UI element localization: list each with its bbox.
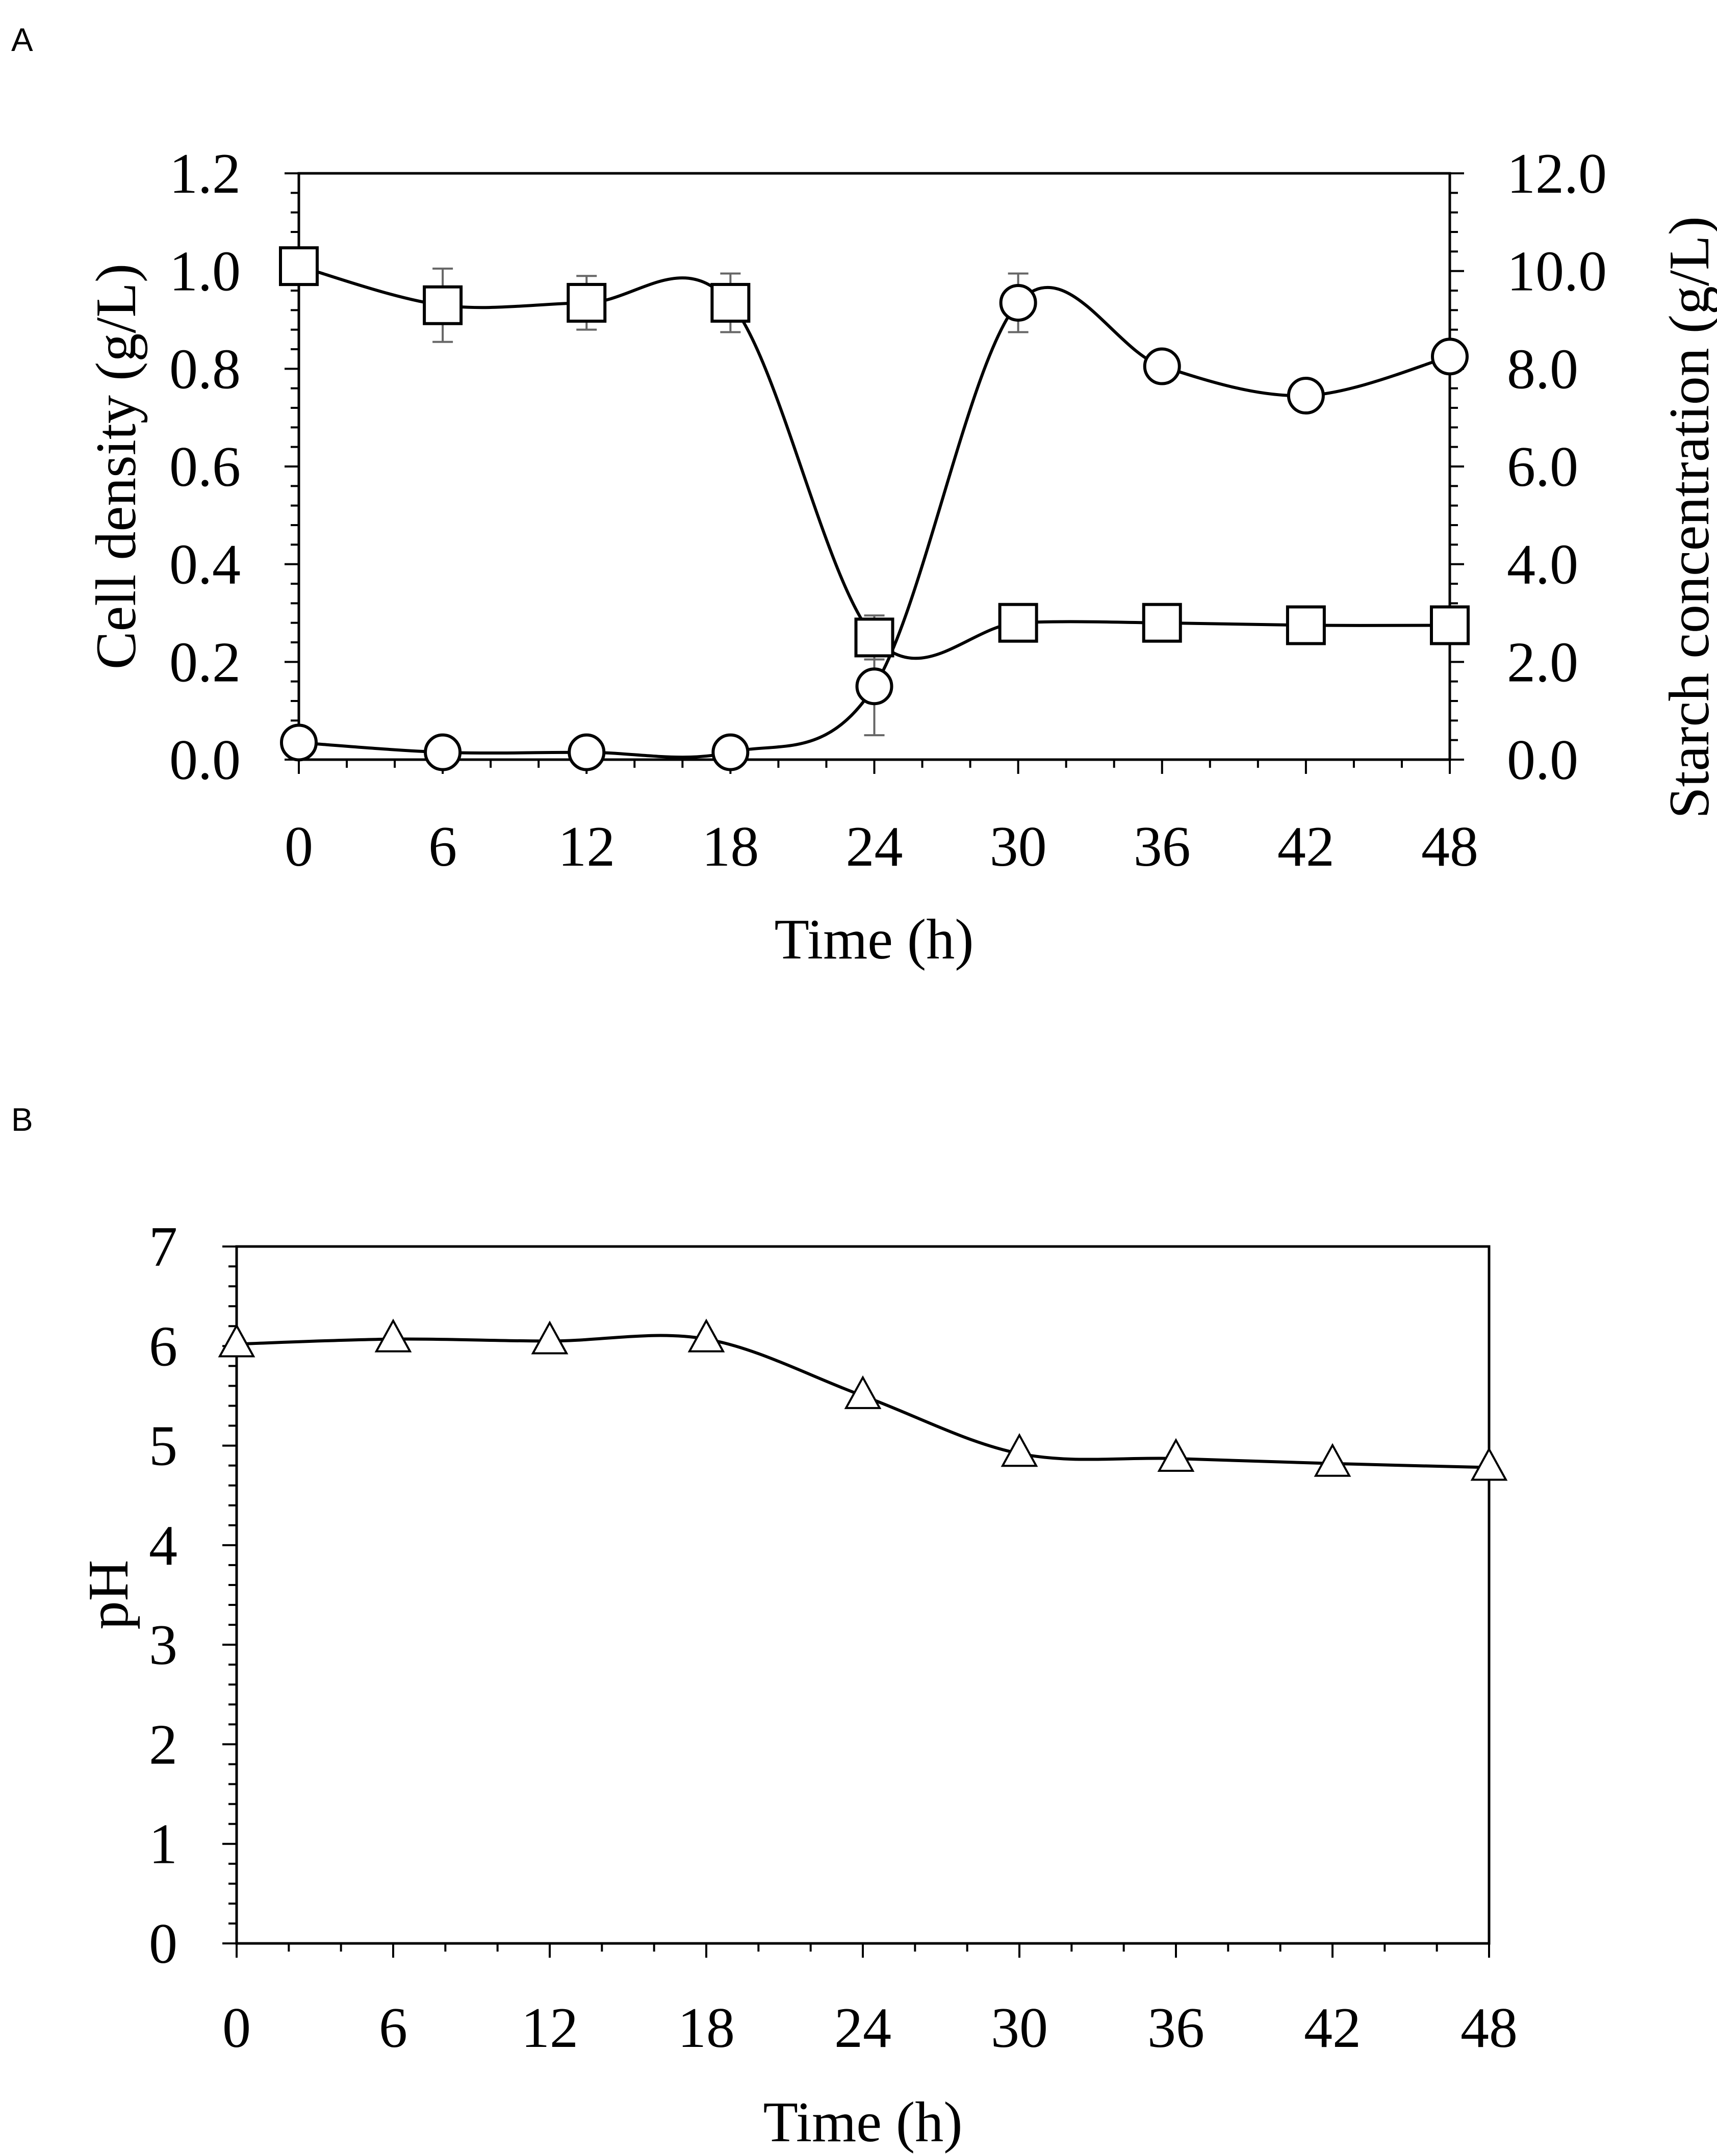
- y-tick-label: 2: [149, 1713, 177, 1776]
- panel-a-x-axis-title: Time (h): [774, 908, 973, 971]
- y2-tick-label: 12.0: [1507, 142, 1607, 205]
- data-point-square: [1286, 605, 1326, 645]
- y-tick-label: 1: [149, 1813, 177, 1876]
- y-tick-label: 0.4: [169, 533, 241, 596]
- x-tick-label: 18: [702, 815, 759, 878]
- x-tick-label: 42: [1304, 1996, 1361, 2060]
- y-tick-label: 4: [149, 1514, 177, 1577]
- y-tick-label: 1.0: [169, 240, 241, 303]
- data-point-square: [423, 285, 463, 325]
- x-tick-label: 30: [991, 1996, 1048, 2060]
- data-point-circle: [1143, 347, 1181, 385]
- panel-b-x-tick-labels: 0 6 12 18 24 30 36 42 48: [222, 1996, 1518, 2060]
- panel-b-x-axis-title: Time (h): [763, 2091, 962, 2154]
- y2-tick-label: 10.0: [1507, 240, 1607, 303]
- data-point-square: [279, 246, 319, 287]
- panel-a-y-axis-title: Cell density (g/L): [85, 264, 148, 669]
- data-point-triangle: [1314, 1443, 1351, 1477]
- panel-a-plot-frame: [297, 172, 1451, 761]
- x-tick-label: 24: [834, 1996, 891, 2060]
- x-tick-label: 48: [1421, 815, 1478, 878]
- y2-tick-label: 8.0: [1507, 337, 1578, 401]
- y-tick-label: 0.2: [169, 631, 241, 694]
- y-tick-label: 3: [149, 1614, 177, 1677]
- panel-a-label: A: [11, 21, 33, 58]
- x-tick-label: 42: [1277, 815, 1335, 878]
- data-point-triangle: [218, 1323, 255, 1358]
- data-point-triangle: [1470, 1447, 1508, 1481]
- data-point-circle: [1431, 337, 1469, 376]
- data-point-triangle: [844, 1375, 882, 1409]
- y2-tick-label: 4.0: [1507, 533, 1578, 596]
- panel-b-series: [218, 1318, 1508, 1481]
- data-point-circle: [855, 667, 893, 706]
- data-point-circle: [424, 733, 462, 771]
- x-tick-label: 36: [1134, 815, 1191, 878]
- data-point-circle: [1287, 377, 1325, 415]
- y-tick-label: 0: [149, 1912, 177, 1976]
- y2-tick-label: 2.0: [1507, 631, 1578, 694]
- x-tick-label: 12: [521, 1996, 578, 2060]
- data-point-square: [567, 282, 607, 323]
- y-tick-label: 0.0: [169, 729, 241, 792]
- panel-a-series: [279, 246, 1470, 771]
- x-tick-label: 0: [285, 815, 313, 878]
- data-point-square: [998, 603, 1038, 643]
- x-tick-label: 12: [558, 815, 615, 878]
- data-point-circle: [711, 733, 750, 771]
- data-point-circle: [280, 723, 318, 762]
- panel-b-ticks: [222, 1245, 1490, 1958]
- series-line-cell-density: [298, 286, 1450, 759]
- y-tick-label: 7: [149, 1215, 177, 1279]
- data-point-triangle: [531, 1320, 569, 1355]
- panel-a-x-tick-labels: 0 6 12 18 24 30 36 42 48: [285, 815, 1478, 878]
- panel-a-y2-axis-title: Starch concentration (g/L): [1658, 216, 1717, 819]
- panel-b-y-axis-title: pH: [77, 1560, 140, 1630]
- data-point-circle: [568, 733, 606, 771]
- panel-a: A 0.0 0.2 0.4 0.6 0.8 1.0 1.2 0.0 2.0 4.0 6.0 8.0 1…: [11, 21, 1717, 971]
- y-tick-label: 5: [149, 1415, 177, 1478]
- panel-a-y-tick-labels: 0.0 0.2 0.4 0.6 0.8 1.0 1.2: [169, 142, 241, 792]
- y-tick-label: 1.2: [169, 142, 241, 205]
- y-tick-label: 0.6: [169, 435, 241, 499]
- panel-b-label: B: [11, 1101, 33, 1138]
- data-point-square: [854, 617, 894, 658]
- data-point-triangle: [1001, 1433, 1038, 1467]
- data-point-square: [1430, 605, 1470, 645]
- x-tick-label: 36: [1147, 1996, 1205, 2060]
- y-tick-label: 6: [149, 1315, 177, 1378]
- data-point-circle: [999, 283, 1037, 322]
- data-point-triangle: [1157, 1438, 1195, 1472]
- panel-b-plot-frame: [235, 1245, 1491, 1945]
- x-tick-label: 30: [990, 815, 1047, 878]
- data-point-square: [710, 282, 751, 323]
- x-tick-label: 6: [379, 1996, 407, 2060]
- panel-b-y-tick-labels: 0 1 2 3 4 5 6 7: [149, 1215, 177, 1976]
- y2-tick-label: 6.0: [1507, 435, 1578, 499]
- x-tick-label: 24: [846, 815, 903, 878]
- panel-a-y2-tick-labels: 0.0 2.0 4.0 6.0 8.0 10.0 12.0: [1507, 142, 1607, 792]
- x-tick-label: 0: [222, 1996, 251, 2060]
- series-line-starch-concentration: [298, 265, 1450, 660]
- data-point-square: [1142, 603, 1182, 643]
- x-tick-label: 18: [678, 1996, 735, 2060]
- x-tick-label: 48: [1460, 1996, 1518, 2060]
- x-tick-label: 6: [428, 815, 457, 878]
- y2-tick-label: 0.0: [1507, 729, 1578, 792]
- y-tick-label: 0.8: [169, 337, 241, 401]
- data-point-triangle: [687, 1318, 725, 1353]
- data-point-triangle: [374, 1318, 412, 1353]
